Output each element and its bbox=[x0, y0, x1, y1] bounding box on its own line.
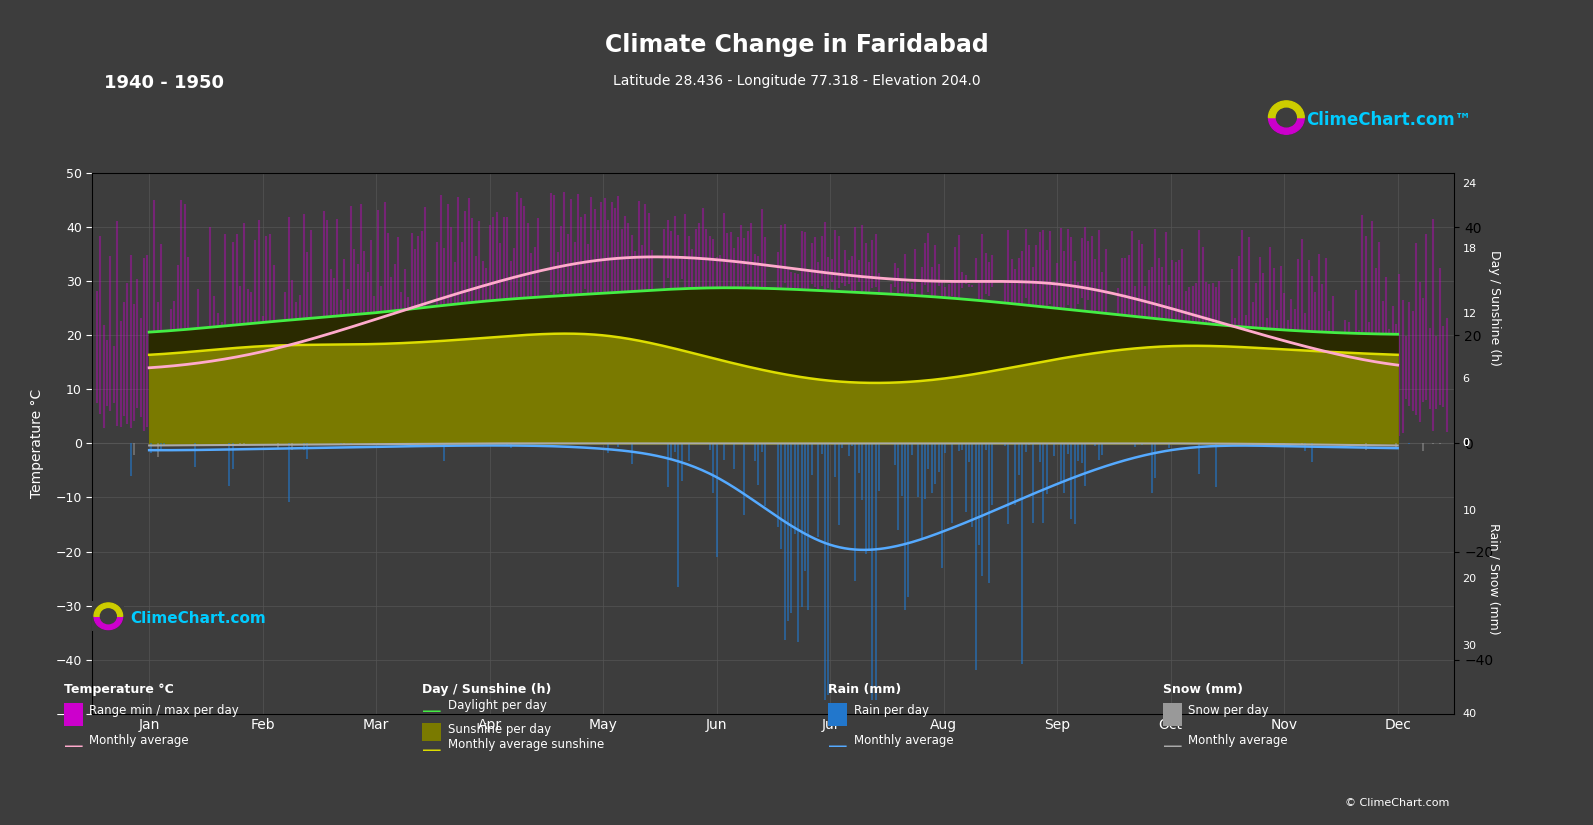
Text: 6: 6 bbox=[1462, 374, 1469, 384]
Text: Monthly average sunshine: Monthly average sunshine bbox=[448, 738, 604, 752]
Text: Snow per day: Snow per day bbox=[1188, 705, 1270, 718]
Text: —: — bbox=[828, 737, 847, 757]
Text: 1940 - 1950: 1940 - 1950 bbox=[104, 74, 223, 92]
Text: —: — bbox=[64, 737, 83, 757]
Text: 20: 20 bbox=[1462, 573, 1477, 583]
Wedge shape bbox=[1268, 117, 1305, 134]
Text: 40: 40 bbox=[1462, 709, 1477, 719]
Circle shape bbox=[1276, 108, 1297, 127]
Text: © ClimeChart.com: © ClimeChart.com bbox=[1344, 799, 1450, 808]
Text: Monthly average: Monthly average bbox=[854, 734, 954, 747]
Circle shape bbox=[100, 609, 116, 624]
Text: Monthly average: Monthly average bbox=[89, 734, 190, 747]
Text: Sunshine per day: Sunshine per day bbox=[448, 723, 551, 736]
Text: 0: 0 bbox=[1462, 438, 1469, 449]
Text: Range min / max per day: Range min / max per day bbox=[89, 705, 239, 718]
Text: Monthly average: Monthly average bbox=[1188, 734, 1289, 747]
Text: ClimeChart.com™: ClimeChart.com™ bbox=[1306, 111, 1472, 129]
Text: Latitude 28.436 - Longitude 77.318 - Elevation 204.0: Latitude 28.436 - Longitude 77.318 - Ele… bbox=[613, 74, 980, 88]
Text: —: — bbox=[422, 701, 441, 721]
Text: 18: 18 bbox=[1462, 244, 1477, 254]
Text: 30: 30 bbox=[1462, 641, 1477, 651]
Text: Day / Sunshine (h): Day / Sunshine (h) bbox=[1488, 251, 1501, 366]
Text: —: — bbox=[1163, 737, 1182, 757]
Text: Rain per day: Rain per day bbox=[854, 705, 929, 718]
Text: Rain (mm): Rain (mm) bbox=[828, 683, 902, 696]
Y-axis label: Temperature °C: Temperature °C bbox=[30, 389, 45, 498]
Text: Snow (mm): Snow (mm) bbox=[1163, 683, 1243, 696]
Text: Temperature °C: Temperature °C bbox=[64, 683, 174, 696]
Text: —: — bbox=[422, 741, 441, 761]
Wedge shape bbox=[1268, 101, 1305, 117]
Text: 10: 10 bbox=[1462, 506, 1477, 516]
Wedge shape bbox=[94, 603, 123, 616]
Text: Climate Change in Faridabad: Climate Change in Faridabad bbox=[605, 33, 988, 57]
Text: Day / Sunshine (h): Day / Sunshine (h) bbox=[422, 683, 551, 696]
Circle shape bbox=[94, 603, 123, 629]
Text: 0: 0 bbox=[1462, 438, 1469, 449]
Text: Daylight per day: Daylight per day bbox=[448, 700, 546, 713]
Text: ClimeChart.com: ClimeChart.com bbox=[131, 611, 266, 626]
Circle shape bbox=[1268, 101, 1305, 134]
Text: 24: 24 bbox=[1462, 179, 1477, 189]
Wedge shape bbox=[94, 616, 123, 629]
Text: 12: 12 bbox=[1462, 309, 1477, 318]
Text: Rain / Snow (mm): Rain / Snow (mm) bbox=[1488, 523, 1501, 634]
